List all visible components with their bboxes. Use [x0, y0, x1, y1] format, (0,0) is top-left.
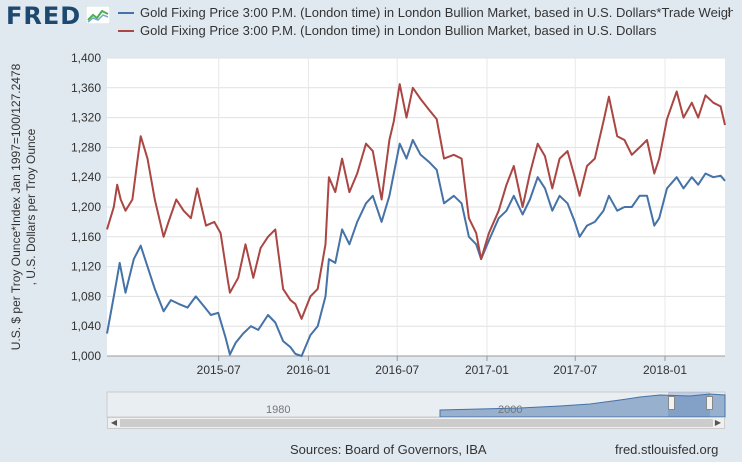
legend-label: Gold Fixing Price 3:00 P.M. (London time… [140, 5, 733, 20]
y-tick-label: 1,080 [71, 289, 101, 303]
x-tick-label: 2016-07 [375, 363, 419, 377]
chart-header: FRED Gold Fixing Price 3:00 P.M. (London… [0, 0, 742, 48]
legend-swatch-blue [118, 12, 134, 14]
y-tick-label: 1,200 [71, 200, 101, 214]
trend-graph-icon [86, 6, 110, 24]
x-tick-label: 2017-07 [553, 363, 597, 377]
navigator[interactable] [107, 392, 725, 417]
y-tick-label: 1,240 [71, 170, 101, 184]
y-axis-label-line: , U.S. Dollars per Troy Ounce [24, 128, 38, 285]
site-link[interactable]: fred.stlouisfed.org [615, 442, 719, 457]
y-tick-label: 1,120 [71, 260, 101, 274]
y-tick-label: 1,360 [71, 81, 101, 95]
legend-label: Gold Fixing Price 3:00 P.M. (London time… [140, 23, 657, 38]
x-tick-label: 2016-01 [286, 363, 330, 377]
y-axis-label: U.S. $ per Troy Ounce*Index Jan 1997=100… [9, 63, 38, 350]
navigator-series-area [439, 393, 726, 418]
series-line-2 [106, 83, 726, 320]
scroll-right-arrow-icon[interactable]: ▶ [714, 418, 722, 427]
y-tick-label: 1,320 [71, 111, 101, 125]
sources-text: Sources: Board of Governors, IBA [290, 442, 487, 457]
navigator-left-handle[interactable] [668, 396, 675, 410]
y-tick-label: 1,400 [71, 51, 101, 65]
y-tick-label: 1,040 [71, 319, 101, 333]
x-tick-label: 2015-07 [197, 363, 241, 377]
y-tick-label: 1,000 [71, 349, 101, 363]
legend: Gold Fixing Price 3:00 P.M. (London time… [118, 4, 733, 40]
navigator-year-label: 2000 [498, 404, 523, 416]
y-axis-label-line: U.S. $ per Troy Ounce*Index Jan 1997=100… [9, 63, 23, 350]
x-tick-label: 2018-01 [643, 363, 687, 377]
x-tick-label: 2017-01 [465, 363, 509, 377]
context-menu-icon[interactable]: ⁞ [727, 5, 731, 19]
scrollbar-thumb[interactable] [120, 419, 713, 427]
navigator-right-handle[interactable] [706, 396, 713, 410]
y-tick-label: 1,160 [71, 230, 101, 244]
fred-logo[interactable]: FRED [6, 2, 82, 30]
legend-item-series-1[interactable]: Gold Fixing Price 3:00 P.M. (London time… [118, 4, 733, 22]
legend-swatch-red [118, 30, 134, 32]
scrollbar[interactable]: ◀ ▶ [107, 417, 725, 429]
y-tick-label: 1,280 [71, 140, 101, 154]
scroll-left-arrow-icon[interactable]: ◀ [110, 418, 118, 427]
series-line-1 [106, 139, 726, 357]
navigator-year-label: 1980 [266, 404, 291, 416]
legend-item-series-2[interactable]: Gold Fixing Price 3:00 P.M. (London time… [118, 22, 733, 40]
